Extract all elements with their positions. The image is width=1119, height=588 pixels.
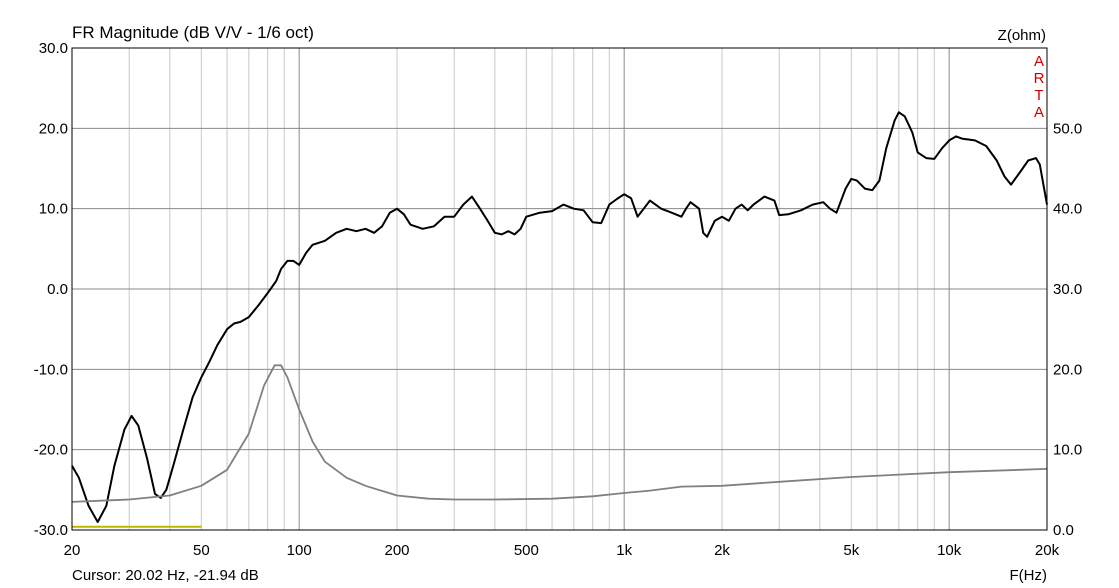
y-right-tick-label: 10.0 [1053,442,1082,459]
impedance-line [71,364,1048,503]
y-right-tick-label: 20.0 [1053,361,1082,378]
y-left-tick-label: -30.0 [34,522,68,539]
x-tick-label: 5k [843,542,859,559]
plot-series [71,111,1048,528]
watermark-letter: A [1034,104,1044,121]
chart-title: FR Magnitude (dB V/V - 1/6 oct) [72,23,314,42]
x-tick-label: 100 [287,542,312,559]
x-tick-label: 20 [64,542,81,559]
right-axis-label: Z(ohm) [998,27,1046,44]
watermark-letter: T [1034,87,1043,104]
y-left-tick-label: -10.0 [34,361,68,378]
magnitude-line [71,111,1048,523]
x-tick-label: 1k [616,542,632,559]
x-tick-label: 2k [714,542,730,559]
y-right-tick-label: 0.0 [1053,522,1074,539]
axis-ticks: 20 50 100 200 500 1k 2k 5k 10k 20k 30.0 20.0 10.0 0.0… [34,40,1082,559]
y-right-tick-label: 30.0 [1053,281,1082,298]
x-tick-label: 50 [193,542,210,559]
x-tick-label: 500 [514,542,539,559]
x-tick-label: 10k [937,542,962,559]
watermark-letter: A [1034,53,1044,70]
x-axis-label: F(Hz) [1010,567,1048,584]
y-left-tick-label: 30.0 [39,40,68,57]
plot-frame [71,47,1048,531]
y-left-tick-label: 0.0 [47,281,68,298]
x-tick-label: 200 [384,542,409,559]
y-left-tick-label: -20.0 [34,442,68,459]
watermark-letter: R [1034,70,1045,87]
y-right-tick-label: 50.0 [1053,120,1082,137]
y-left-tick-label: 10.0 [39,201,68,218]
y-left-tick-label: 20.0 [39,120,68,137]
x-tick-label: 20k [1035,542,1060,559]
plot-grid [72,48,1047,530]
y-right-tick-label: 40.0 [1053,201,1082,218]
cursor-readout: Cursor: 20.02 Hz, -21.94 dB [72,567,259,584]
